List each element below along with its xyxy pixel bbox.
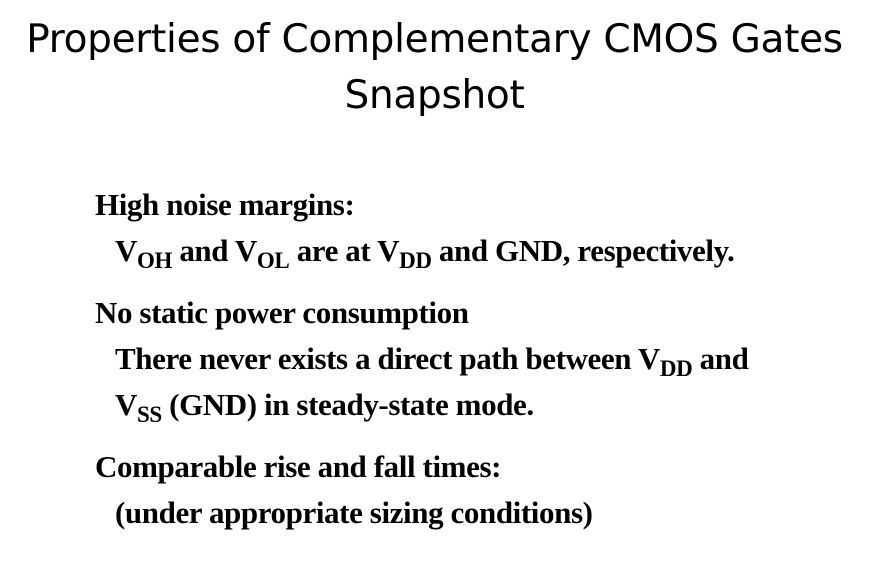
voltage-symbol: V: [115, 387, 137, 422]
slide-title-line-1: Properties of Complementary CMOS Gates: [26, 17, 843, 62]
voltage-symbol: V: [637, 341, 660, 376]
voltage-subscript: DD: [659, 356, 693, 381]
body-text: and: [171, 233, 235, 268]
body-text: and GND, respectively.: [431, 233, 735, 268]
body-text: (GND) in steady-state mode.: [161, 387, 534, 422]
item-heading-static-power: No static power consumption: [95, 295, 469, 330]
voltage-subscript: OL: [256, 248, 290, 273]
body-text: are at: [289, 233, 378, 268]
voltage-symbol: V: [377, 233, 400, 268]
item-heading-rise-fall: Comparable rise and fall times:: [95, 449, 502, 484]
item-body-rise-fall: (under appropriate sizing conditions): [115, 495, 593, 530]
voltage-symbol: V: [115, 233, 137, 268]
item-heading-noise-margins: High noise margins:: [95, 187, 355, 222]
voltage-symbol: V: [234, 233, 257, 268]
slide-title: Properties of Complementary CMOS Gates S…: [0, 12, 869, 124]
item-body-static-power-line-1: There never exists a direct path between…: [115, 341, 749, 380]
voltage-subscript: SS: [137, 402, 162, 427]
voltage-subscript: OH: [137, 248, 172, 273]
slide-title-line-2: Snapshot: [344, 73, 525, 118]
body-text: and: [692, 341, 749, 376]
voltage-subscript: DD: [399, 248, 432, 273]
body-text: There never exists a direct path between: [115, 341, 638, 376]
item-body-noise-margins: VOH and VOL are at VDD and GND, respecti…: [115, 233, 735, 272]
item-body-static-power-line-2: VSS (GND) in steady-state mode.: [115, 387, 534, 426]
